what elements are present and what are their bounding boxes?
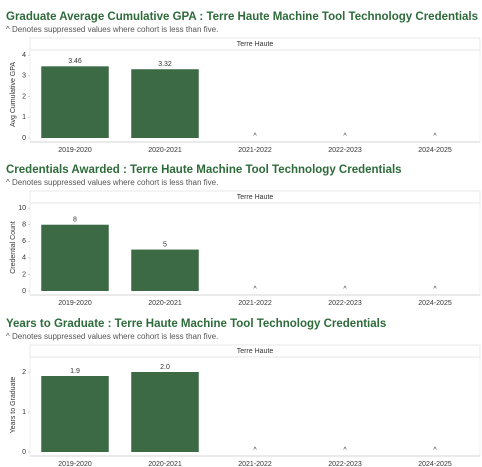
value-label: 8 (73, 217, 77, 224)
suppressed-label: ^ (253, 447, 257, 454)
bar (41, 66, 109, 138)
x-tick-label: 2024-2025 (418, 300, 452, 307)
y-axis-label: Avg Cumulative GPA (10, 62, 17, 127)
x-tick-label: 2022-2023 (328, 461, 362, 467)
value-label: 2.0 (160, 364, 170, 371)
suppressed-label: ^ (433, 133, 437, 140)
suppressed-label: ^ (433, 286, 437, 293)
bar (131, 69, 199, 138)
x-tick-label: 2024-2025 (418, 147, 452, 154)
y-axis-label: Credential Count (10, 221, 17, 274)
x-tick-label: 2022-2023 (328, 147, 362, 154)
value-label: 3.46 (68, 58, 82, 65)
x-tick-label: 2021-2022 (238, 461, 272, 467)
suppressed-label: ^ (433, 447, 437, 454)
y-tick-label: 0 (22, 288, 26, 295)
chart-title: Graduate Average Cumulative GPA : Terre … (6, 11, 478, 23)
bar (131, 249, 199, 291)
facet-label: Terre Haute (237, 348, 274, 355)
value-label: 3.32 (158, 61, 172, 68)
y-tick-label: 2 (22, 93, 26, 100)
x-tick-label: 2022-2023 (328, 300, 362, 307)
y-tick-label: 4 (22, 52, 26, 59)
x-tick-label: 2024-2025 (418, 461, 452, 467)
facet-label: Terre Haute (237, 194, 274, 201)
chart-subtitle: ^ Denotes suppressed values where cohort… (6, 332, 218, 341)
y-tick-label: 2 (22, 369, 26, 376)
y-axis-label: Years to Graduate (10, 377, 17, 434)
y-tick-label: 10 (18, 205, 26, 212)
chart-subtitle: ^ Denotes suppressed values where cohort… (6, 178, 218, 187)
suppressed-label: ^ (343, 447, 347, 454)
y-tick-label: 0 (22, 449, 26, 456)
x-tick-label: 2021-2022 (238, 147, 272, 154)
y-tick-label: 8 (22, 222, 26, 229)
value-label: 1.9 (70, 368, 80, 375)
suppressed-label: ^ (253, 286, 257, 293)
facet-label: Terre Haute (237, 41, 274, 48)
value-label: 5 (163, 241, 167, 248)
x-tick-label: 2020-2021 (148, 300, 182, 307)
bar (41, 224, 109, 291)
suppressed-label: ^ (343, 133, 347, 140)
x-tick-label: 2021-2022 (238, 300, 272, 307)
y-tick-label: 2 (22, 271, 26, 278)
x-tick-label: 2019-2020 (58, 461, 92, 467)
suppressed-label: ^ (343, 286, 347, 293)
y-tick-label: 3 (22, 73, 26, 80)
y-tick-label: 4 (22, 255, 26, 262)
x-tick-label: 2020-2021 (148, 461, 182, 467)
chart-subtitle: ^ Denotes suppressed values where cohort… (6, 25, 218, 34)
bar (41, 376, 109, 452)
chart-title: Years to Graduate : Terre Haute Machine … (6, 318, 386, 330)
y-tick-label: 6 (22, 238, 26, 245)
y-tick-label: 1 (22, 409, 26, 416)
bar (131, 372, 199, 452)
y-tick-label: 1 (22, 114, 26, 121)
x-tick-label: 2020-2021 (148, 147, 182, 154)
x-tick-label: 2019-2020 (58, 300, 92, 307)
suppressed-label: ^ (253, 133, 257, 140)
x-tick-label: 2019-2020 (58, 147, 92, 154)
y-tick-label: 0 (22, 135, 26, 142)
chart-title: Credentials Awarded : Terre Haute Machin… (6, 164, 402, 176)
